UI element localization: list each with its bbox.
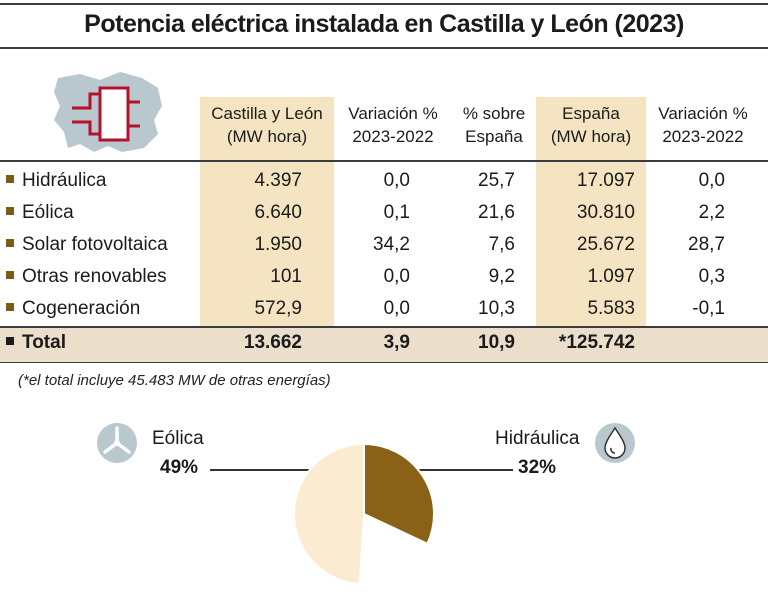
pie-slice-eolica — [293, 442, 365, 585]
footnote: (*el total incluye 45.483 MW de otras en… — [18, 372, 331, 389]
total-bottom-rule — [0, 362, 768, 363]
row-bullet — [6, 174, 14, 183]
table-row: Otras renovables 101 0,0 9,2 1.097 0,3 — [0, 262, 768, 294]
total-row: Total 13.662 3,9 10,9 *125.742 — [0, 328, 768, 362]
table-row: Eólica 6.640 0,1 21,6 30.810 2,2 — [0, 198, 768, 230]
pie-pct-hidraulica: 32% — [518, 457, 557, 478]
wind-turbine-icon — [97, 423, 137, 463]
highlight-column-espana — [536, 97, 646, 330]
leader-line-eolica — [210, 469, 350, 471]
pie-pct-eolica: 49% — [160, 457, 199, 478]
chart-title: Potencia eléctrica instalada en Castilla… — [84, 10, 684, 38]
header-spain-variation: Variación % 2023-2022 — [658, 104, 748, 146]
table-row: Cogeneración 572,9 0,0 10,3 5.583 -0,1 — [0, 294, 768, 326]
pie-slice-hidraulica — [363, 442, 435, 546]
plug-icon — [72, 86, 140, 142]
pie-label-hidraulica: Hidráulica — [495, 428, 580, 449]
castilla-leon-map-icon — [54, 72, 162, 152]
leader-line-hidraulica — [395, 469, 513, 471]
pie-chart — [293, 442, 435, 585]
row-bullet — [6, 238, 14, 247]
header-rule — [0, 160, 768, 162]
title-rule — [0, 47, 768, 49]
row-bullet — [6, 206, 14, 215]
header-share-spain: % sobre España — [462, 104, 526, 146]
total-top-rule — [0, 326, 768, 328]
table-row: Hidráulica 4.397 0,0 25,7 17.097 0,0 — [0, 166, 768, 198]
table-row: Solar fotovoltaica 1.950 34,2 7,6 25.672… — [0, 230, 768, 262]
highlight-column-cyl — [200, 97, 334, 330]
top-rule — [0, 3, 768, 5]
total-bullet — [6, 336, 14, 345]
water-drop-icon — [595, 423, 635, 463]
pie-label-eolica: Eólica — [152, 428, 204, 449]
row-bullet — [6, 270, 14, 279]
row-bullet — [6, 302, 14, 311]
header-cyl-mw: Castilla y León (MW hora) — [211, 104, 323, 146]
header-cyl-variation: Variación % 2023-2022 — [348, 104, 438, 146]
header-spain-mw: España (MW hora) — [550, 104, 632, 146]
